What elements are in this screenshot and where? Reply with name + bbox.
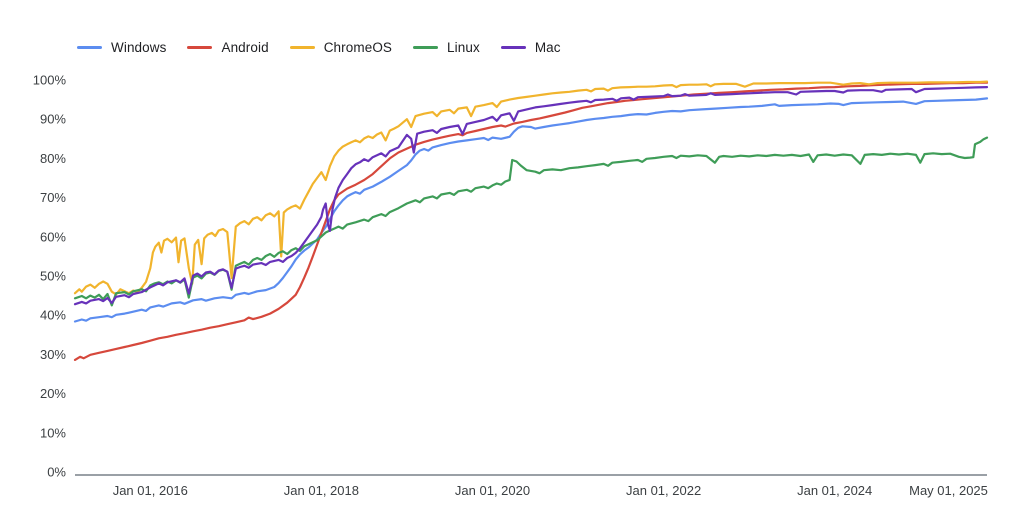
y-tick-label: 100% bbox=[33, 73, 67, 88]
legend-item-android[interactable]: Android bbox=[187, 40, 269, 55]
y-tick-label: 90% bbox=[40, 112, 66, 127]
y-tick-label: 50% bbox=[40, 269, 66, 284]
chromeos-line-swatch-icon bbox=[289, 46, 315, 49]
legend: Windows Android ChromeOS Linux Mac bbox=[77, 40, 561, 55]
y-tick-label: 10% bbox=[40, 425, 66, 440]
series-line-linux bbox=[73, 136, 989, 307]
series-line-windows bbox=[73, 97, 989, 323]
legend-label-windows: Windows bbox=[111, 40, 167, 55]
series-line-mac bbox=[73, 86, 989, 306]
legend-item-chromeos[interactable]: ChromeOS bbox=[289, 40, 393, 55]
y-tick-label: 30% bbox=[40, 347, 66, 362]
x-tick-label: Jan 01, 2022 bbox=[626, 483, 701, 498]
mac-line-swatch-icon bbox=[500, 46, 526, 49]
legend-label-chromeos: ChromeOS bbox=[323, 40, 393, 55]
y-tick-label: 40% bbox=[40, 308, 66, 323]
x-tick-label: Jan 01, 2024 bbox=[797, 483, 872, 498]
x-tick-label: Jan 01, 2016 bbox=[113, 483, 188, 498]
y-axis-tick-labels: 0% 10% 20% 30% 40% 50% 60% 70% 80% 90% 100% bbox=[33, 73, 67, 480]
legend-label-mac: Mac bbox=[534, 40, 561, 55]
y-tick-label: 20% bbox=[40, 386, 66, 401]
android-line-swatch-icon bbox=[187, 46, 213, 49]
legend-item-mac[interactable]: Mac bbox=[500, 40, 561, 55]
linux-line-swatch-icon bbox=[413, 46, 439, 49]
x-tick-label: Jan 01, 2018 bbox=[284, 483, 359, 498]
series-line-android bbox=[73, 81, 989, 361]
series-line-chromeos bbox=[73, 80, 989, 296]
legend-item-windows[interactable]: Windows bbox=[77, 40, 166, 55]
x-axis-tick-labels: Jan 01, 2016 Jan 01, 2018 Jan 01, 2020 Jan … bbox=[113, 483, 988, 498]
legend-label-linux: Linux bbox=[447, 40, 480, 55]
y-tick-label: 70% bbox=[40, 190, 66, 205]
y-tick-label: 0% bbox=[47, 465, 66, 480]
legend-item-linux[interactable]: Linux bbox=[413, 40, 480, 55]
legend-label-android: Android bbox=[221, 40, 269, 55]
x-tick-label: May 01, 2025 bbox=[909, 483, 988, 498]
windows-line-swatch-icon bbox=[77, 46, 102, 49]
x-tick-label: Jan 01, 2020 bbox=[455, 483, 530, 498]
series-lines bbox=[73, 80, 989, 361]
y-tick-label: 60% bbox=[40, 229, 66, 244]
y-tick-label: 80% bbox=[40, 151, 66, 166]
